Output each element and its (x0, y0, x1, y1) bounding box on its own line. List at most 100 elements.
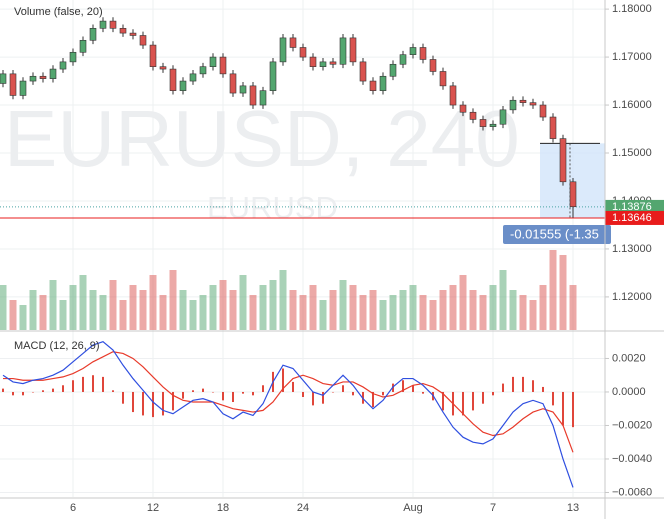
macd-histogram-bar (92, 375, 94, 392)
macd-histogram-bar (322, 391, 324, 404)
candle-body (119, 27, 127, 34)
volume-bar (239, 275, 247, 330)
volume-bar (369, 290, 377, 330)
candle-body (319, 61, 327, 67)
macd-histogram-bar (422, 391, 424, 394)
macd-histogram-bar (232, 391, 234, 403)
candle-body (529, 102, 537, 106)
macd-histogram-bar (82, 376, 84, 392)
volume-bar (49, 280, 57, 330)
x-tick-label: 18 (217, 502, 229, 514)
candle-body (489, 123, 497, 127)
measure-tag (503, 225, 611, 244)
candle-body (279, 37, 287, 63)
volume-bar (449, 285, 457, 330)
candle-body (299, 47, 307, 58)
candle-body (469, 111, 477, 120)
volume-bar (389, 295, 397, 330)
candle-body (539, 104, 547, 118)
y-tick-label: −0.0040 (612, 453, 652, 465)
candle-body (69, 51, 77, 63)
candle-body (129, 32, 137, 36)
macd-histogram-bar (502, 383, 504, 392)
macd-histogram-bar (12, 391, 14, 396)
candle-body (219, 56, 227, 75)
candle-body (159, 66, 167, 70)
candle-body (329, 61, 337, 65)
x-tick-label: 13 (567, 502, 579, 514)
macd-histogram-bar (192, 390, 194, 392)
candle-body (249, 85, 257, 106)
watermark: EURUSD, 240 (4, 94, 520, 183)
volume-bar (109, 280, 117, 330)
macd-histogram-bar (262, 385, 264, 392)
volume-bar (9, 300, 17, 330)
macd-histogram-bar (222, 391, 224, 401)
candle-body (309, 56, 317, 67)
macd-histogram-bar (162, 391, 164, 416)
macd-histogram-bar (402, 380, 404, 392)
macd-histogram-bar (132, 391, 134, 413)
candle-body (209, 56, 217, 67)
candle-body (409, 47, 417, 55)
candle-body (379, 75, 387, 91)
macd-histogram-bar (522, 376, 524, 392)
volume-bar (329, 290, 337, 330)
candle-body (49, 68, 57, 79)
volume-bar (219, 280, 227, 330)
volume-bar (459, 275, 467, 330)
candle-body (429, 59, 437, 72)
macd-histogram-bar (342, 385, 344, 392)
y-tick-label: 0.0020 (612, 352, 646, 364)
volume-bar (289, 290, 297, 330)
volume-bar (479, 295, 487, 330)
macd-histogram-bar (252, 391, 254, 396)
candle-body (459, 104, 467, 113)
candle-body (269, 61, 277, 91)
volume-bar (379, 300, 387, 330)
volume-bar (19, 305, 27, 330)
volume-bar (359, 295, 367, 330)
volume-bar (119, 300, 127, 330)
alert-tag (605, 210, 664, 225)
macd-histogram-bar (202, 388, 204, 392)
macd-histogram-bar (412, 385, 414, 392)
last-price-label: 1.13876 (612, 201, 652, 213)
measure-label: -0.01555 (-1.35 (510, 226, 599, 241)
volume-bar (269, 280, 277, 330)
macd-histogram-bar (382, 391, 384, 396)
volume-bar (489, 285, 497, 330)
volume-bar (229, 290, 237, 330)
macd-title: MACD (12, 26, 9) (14, 340, 100, 352)
volume-bar (79, 275, 87, 330)
macd-histogram-bar (22, 391, 24, 396)
macd-histogram-bar (312, 391, 314, 406)
signal-line (3, 351, 574, 453)
macd-histogram-bar (42, 390, 44, 392)
x-tick-label: Aug (403, 502, 423, 514)
macd-histogram-bar (152, 391, 154, 418)
volume-bar (539, 285, 547, 330)
macd-histogram-bar (512, 376, 514, 392)
x-tick-label: 7 (490, 502, 496, 514)
macd-histogram-bar (542, 386, 544, 392)
y-tick-label: 1.12000 (612, 291, 652, 303)
alert-label: 1.13646 (612, 212, 652, 224)
macd-histogram-bar (562, 391, 564, 426)
volume-bar (529, 300, 537, 330)
volume-bar (429, 300, 437, 330)
macd-histogram-bar (242, 391, 244, 394)
candle-body (549, 116, 557, 139)
candle-body (19, 80, 27, 96)
macd-line (2, 341, 574, 488)
macd-histogram-bar (102, 376, 104, 392)
volume-bar (89, 290, 97, 330)
macd-histogram-bar (332, 391, 334, 393)
candle-body (109, 20, 117, 29)
volume-bar (519, 295, 527, 330)
y-tick-label: 1.15000 (612, 147, 652, 159)
candle-body (9, 73, 17, 96)
volume-bar (0, 285, 7, 330)
candle-body (359, 61, 367, 82)
